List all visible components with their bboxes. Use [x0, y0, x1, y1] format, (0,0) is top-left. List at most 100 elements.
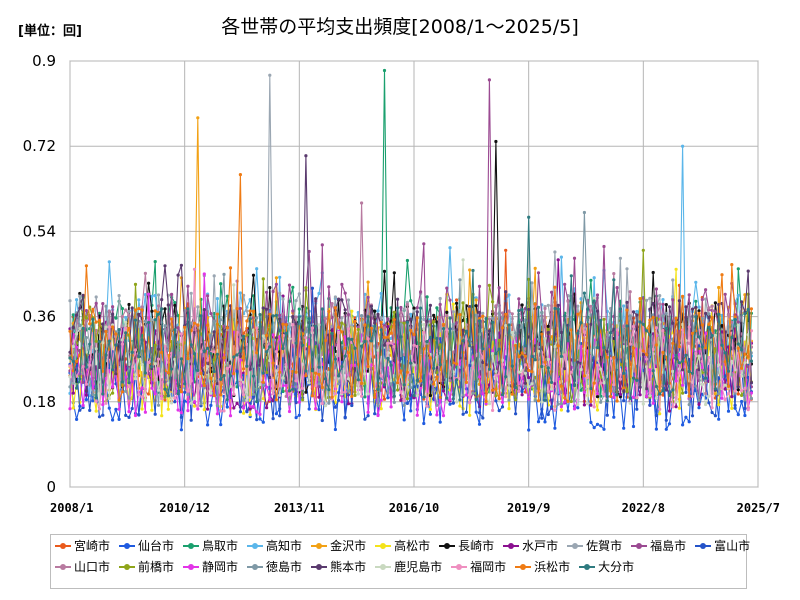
series-point: [595, 392, 600, 396]
series-point: [199, 402, 203, 406]
series-point: [740, 366, 744, 370]
series-point: [373, 321, 377, 325]
series-point: [343, 308, 347, 312]
series-point: [386, 335, 390, 339]
series-point: [684, 353, 688, 357]
series-point: [477, 375, 482, 379]
series-point: [392, 310, 396, 314]
series-point: [697, 354, 701, 358]
series-point: [648, 318, 652, 322]
series-point: [697, 402, 701, 406]
series-point: [189, 379, 193, 383]
series-point: [517, 389, 521, 393]
series-point: [251, 404, 256, 409]
series-point: [409, 299, 413, 303]
series-point: [435, 375, 439, 379]
series-point: [268, 312, 272, 316]
series-point: [697, 305, 701, 309]
legend-label: 富山市: [714, 539, 751, 553]
series-point: [704, 346, 708, 350]
series-point: [455, 328, 459, 332]
series-point: [156, 388, 161, 392]
series-point: [504, 312, 508, 316]
legend-label: 前橋市: [138, 560, 175, 574]
legend-item: 前橋市: [119, 558, 174, 575]
series-point: [569, 274, 573, 278]
series-point: [520, 393, 524, 397]
series-point: [494, 304, 498, 308]
series-point: [261, 371, 265, 375]
series-point: [484, 399, 488, 404]
series-point: [536, 271, 541, 275]
series-point: [432, 366, 436, 370]
series-point: [648, 391, 652, 395]
series-point: [595, 293, 600, 297]
series-point: [556, 303, 560, 307]
series-point: [71, 406, 75, 410]
series-point: [625, 267, 629, 271]
series-point: [497, 397, 501, 401]
series-point: [271, 417, 275, 421]
series-point: [310, 394, 314, 398]
series-point: [451, 310, 455, 314]
legend-item: 山口市: [55, 558, 110, 575]
series-point: [153, 378, 157, 382]
series-point: [379, 328, 383, 332]
series-point: [733, 403, 737, 407]
series-point: [337, 297, 341, 301]
series-point: [409, 328, 413, 332]
series-point: [638, 320, 642, 324]
series-point: [317, 323, 321, 327]
series-point: [405, 320, 409, 324]
legend-label: 山口市: [74, 560, 111, 574]
series-point: [271, 289, 275, 294]
series-point: [477, 310, 482, 314]
series-point: [337, 382, 341, 386]
series-point: [723, 387, 727, 391]
series-point: [153, 362, 157, 366]
series-point: [730, 263, 734, 267]
series-point: [107, 309, 111, 313]
series-point: [461, 301, 465, 305]
series-point: [409, 397, 413, 401]
series-point: [602, 393, 606, 397]
series-point: [468, 344, 472, 348]
series-point: [189, 343, 193, 347]
series-point: [97, 318, 102, 322]
series-point: [717, 312, 721, 316]
series-point: [124, 413, 128, 417]
series-point: [274, 412, 278, 416]
series-point: [563, 400, 567, 404]
series-point: [602, 317, 606, 321]
series-point: [278, 370, 282, 374]
series-point: [589, 420, 593, 424]
legend-label: 金沢市: [330, 539, 367, 553]
series-point: [111, 385, 115, 389]
series-point: [448, 316, 452, 320]
legend-swatch: [567, 541, 584, 551]
series-point: [448, 379, 452, 383]
series-point: [674, 267, 678, 271]
series-point: [189, 401, 193, 405]
series-point: [671, 341, 675, 345]
series-point: [104, 304, 108, 308]
series-point: [130, 306, 134, 310]
series-point: [222, 329, 226, 333]
series-point: [84, 264, 88, 268]
series-point: [179, 411, 183, 415]
series-point: [366, 392, 370, 396]
legend-label: 佐賀市: [586, 539, 623, 553]
series-point: [71, 381, 75, 385]
series-point: [396, 306, 400, 310]
series-point: [733, 389, 737, 393]
series-point: [419, 379, 423, 383]
x-tick-label: 2025/7: [737, 501, 780, 515]
series-point: [681, 423, 685, 427]
series-point: [94, 295, 98, 299]
series-point: [441, 414, 446, 418]
series-point: [645, 329, 649, 333]
series-point: [428, 356, 432, 360]
series-point: [84, 309, 88, 313]
series-point: [111, 368, 115, 372]
series-point: [504, 395, 508, 399]
